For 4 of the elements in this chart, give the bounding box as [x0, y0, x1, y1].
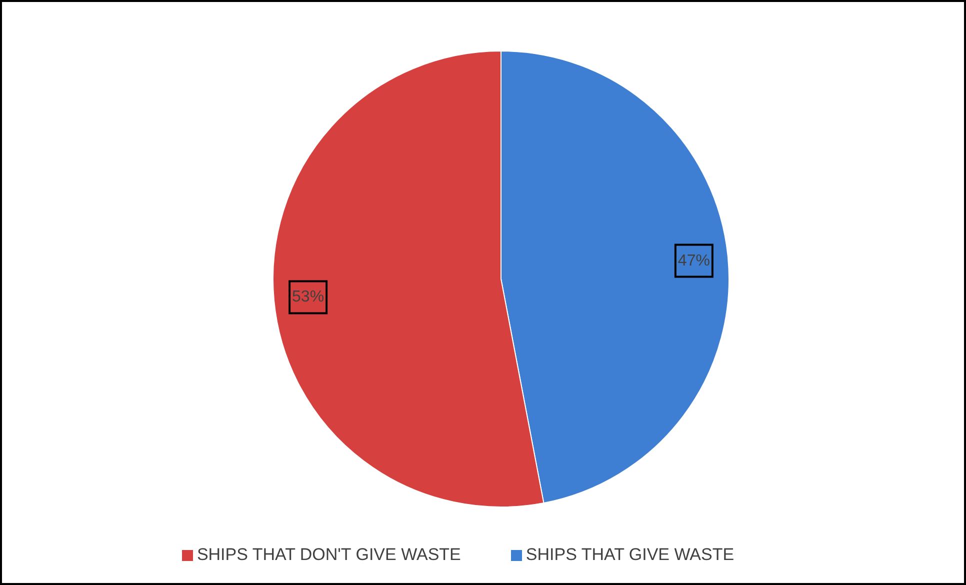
legend-label: SHIPS THAT DON'T GIVE WASTE — [196, 545, 461, 564]
data-label: 47% — [678, 252, 710, 270]
legend-label: SHIPS THAT GIVE WASTE — [526, 545, 734, 564]
data-label: 53% — [292, 288, 324, 306]
